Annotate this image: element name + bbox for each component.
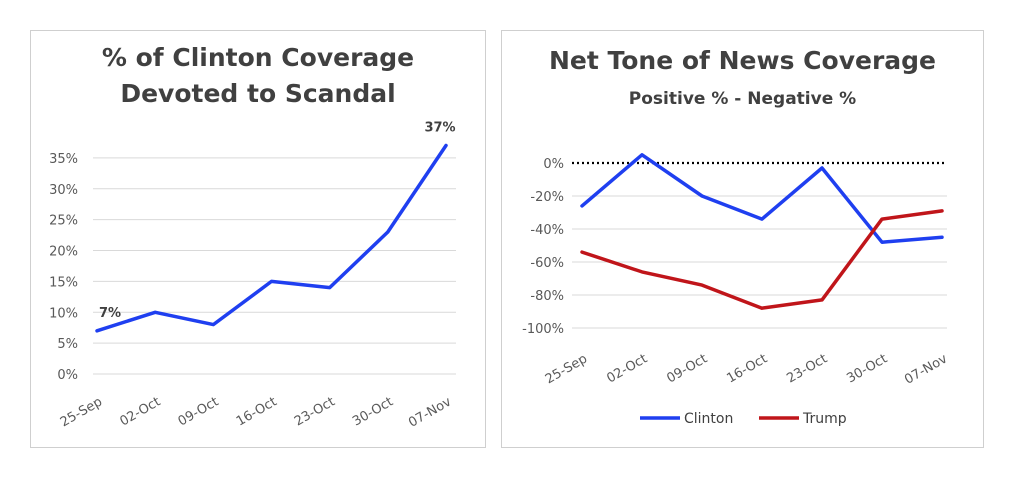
x-tick-label: 16-Oct bbox=[724, 351, 770, 386]
chart-subtitle: Positive % - Negative % bbox=[628, 89, 857, 109]
y-tick-label: 20% bbox=[49, 245, 78, 260]
net-tone-chart: Net Tone of News Coverage Positive % - N… bbox=[501, 30, 984, 448]
chart-title: Net Tone of News Coverage bbox=[548, 46, 937, 75]
y-tick-label: -20% bbox=[530, 190, 564, 205]
x-tick-label: 30-Oct bbox=[844, 351, 890, 386]
y-tick-label: -40% bbox=[530, 223, 564, 238]
y-tick-label: 25% bbox=[49, 214, 78, 229]
series-line-clinton bbox=[580, 153, 944, 244]
legend-label-trump: Trump bbox=[802, 411, 847, 427]
y-tick-label: -80% bbox=[530, 289, 564, 304]
x-tick-label: 02-Oct bbox=[117, 394, 163, 429]
x-tick-label: 23-Oct bbox=[292, 394, 338, 429]
x-tick-label: 07-Nov bbox=[902, 351, 950, 387]
y-tick-label: 30% bbox=[49, 183, 78, 198]
scandal-coverage-chart: % of Clinton Coverage Devoted to Scandal… bbox=[30, 30, 486, 448]
chart-title-line1: % of Clinton Coverage bbox=[101, 43, 415, 72]
data-label: 7% bbox=[99, 306, 121, 321]
x-tick-label: 16-Oct bbox=[234, 394, 280, 429]
x-tick-label: 25-Sep bbox=[58, 394, 105, 430]
series-line-main bbox=[95, 143, 448, 333]
net-tone-plot: 0% -20% -40% -60% -80% -100% 25-Sep 02-Oct 09-Oc… bbox=[522, 153, 950, 427]
scandal-coverage-plot: 0% 5% 10% 15% 20% 25% 30% 35% 25-Sep 02-Oct 09-Oct… bbox=[49, 121, 456, 431]
y-tick-label: 10% bbox=[49, 306, 78, 321]
x-tick-label: 30-Oct bbox=[350, 394, 396, 429]
series-line-trump bbox=[580, 209, 944, 310]
y-tick-label: 5% bbox=[57, 337, 78, 352]
y-tick-label: 35% bbox=[49, 152, 78, 167]
x-tick-label: 23-Oct bbox=[784, 351, 830, 386]
x-tick-label: 09-Oct bbox=[176, 394, 222, 429]
y-tick-label: 15% bbox=[49, 275, 78, 290]
y-tick-label: 0% bbox=[57, 368, 78, 383]
legend-label-clinton: Clinton bbox=[684, 411, 733, 427]
y-tick-label: 0% bbox=[543, 157, 564, 172]
x-tick-label: 02-Oct bbox=[604, 351, 650, 386]
y-tick-label: -60% bbox=[530, 256, 564, 271]
y-tick-label: -100% bbox=[522, 322, 564, 337]
data-label: 37% bbox=[424, 121, 455, 136]
x-tick-label: 09-Oct bbox=[664, 351, 710, 386]
chart-title-line2: Devoted to Scandal bbox=[120, 79, 396, 108]
x-tick-label: 25-Sep bbox=[543, 351, 590, 387]
x-tick-label: 07-Nov bbox=[406, 394, 454, 430]
